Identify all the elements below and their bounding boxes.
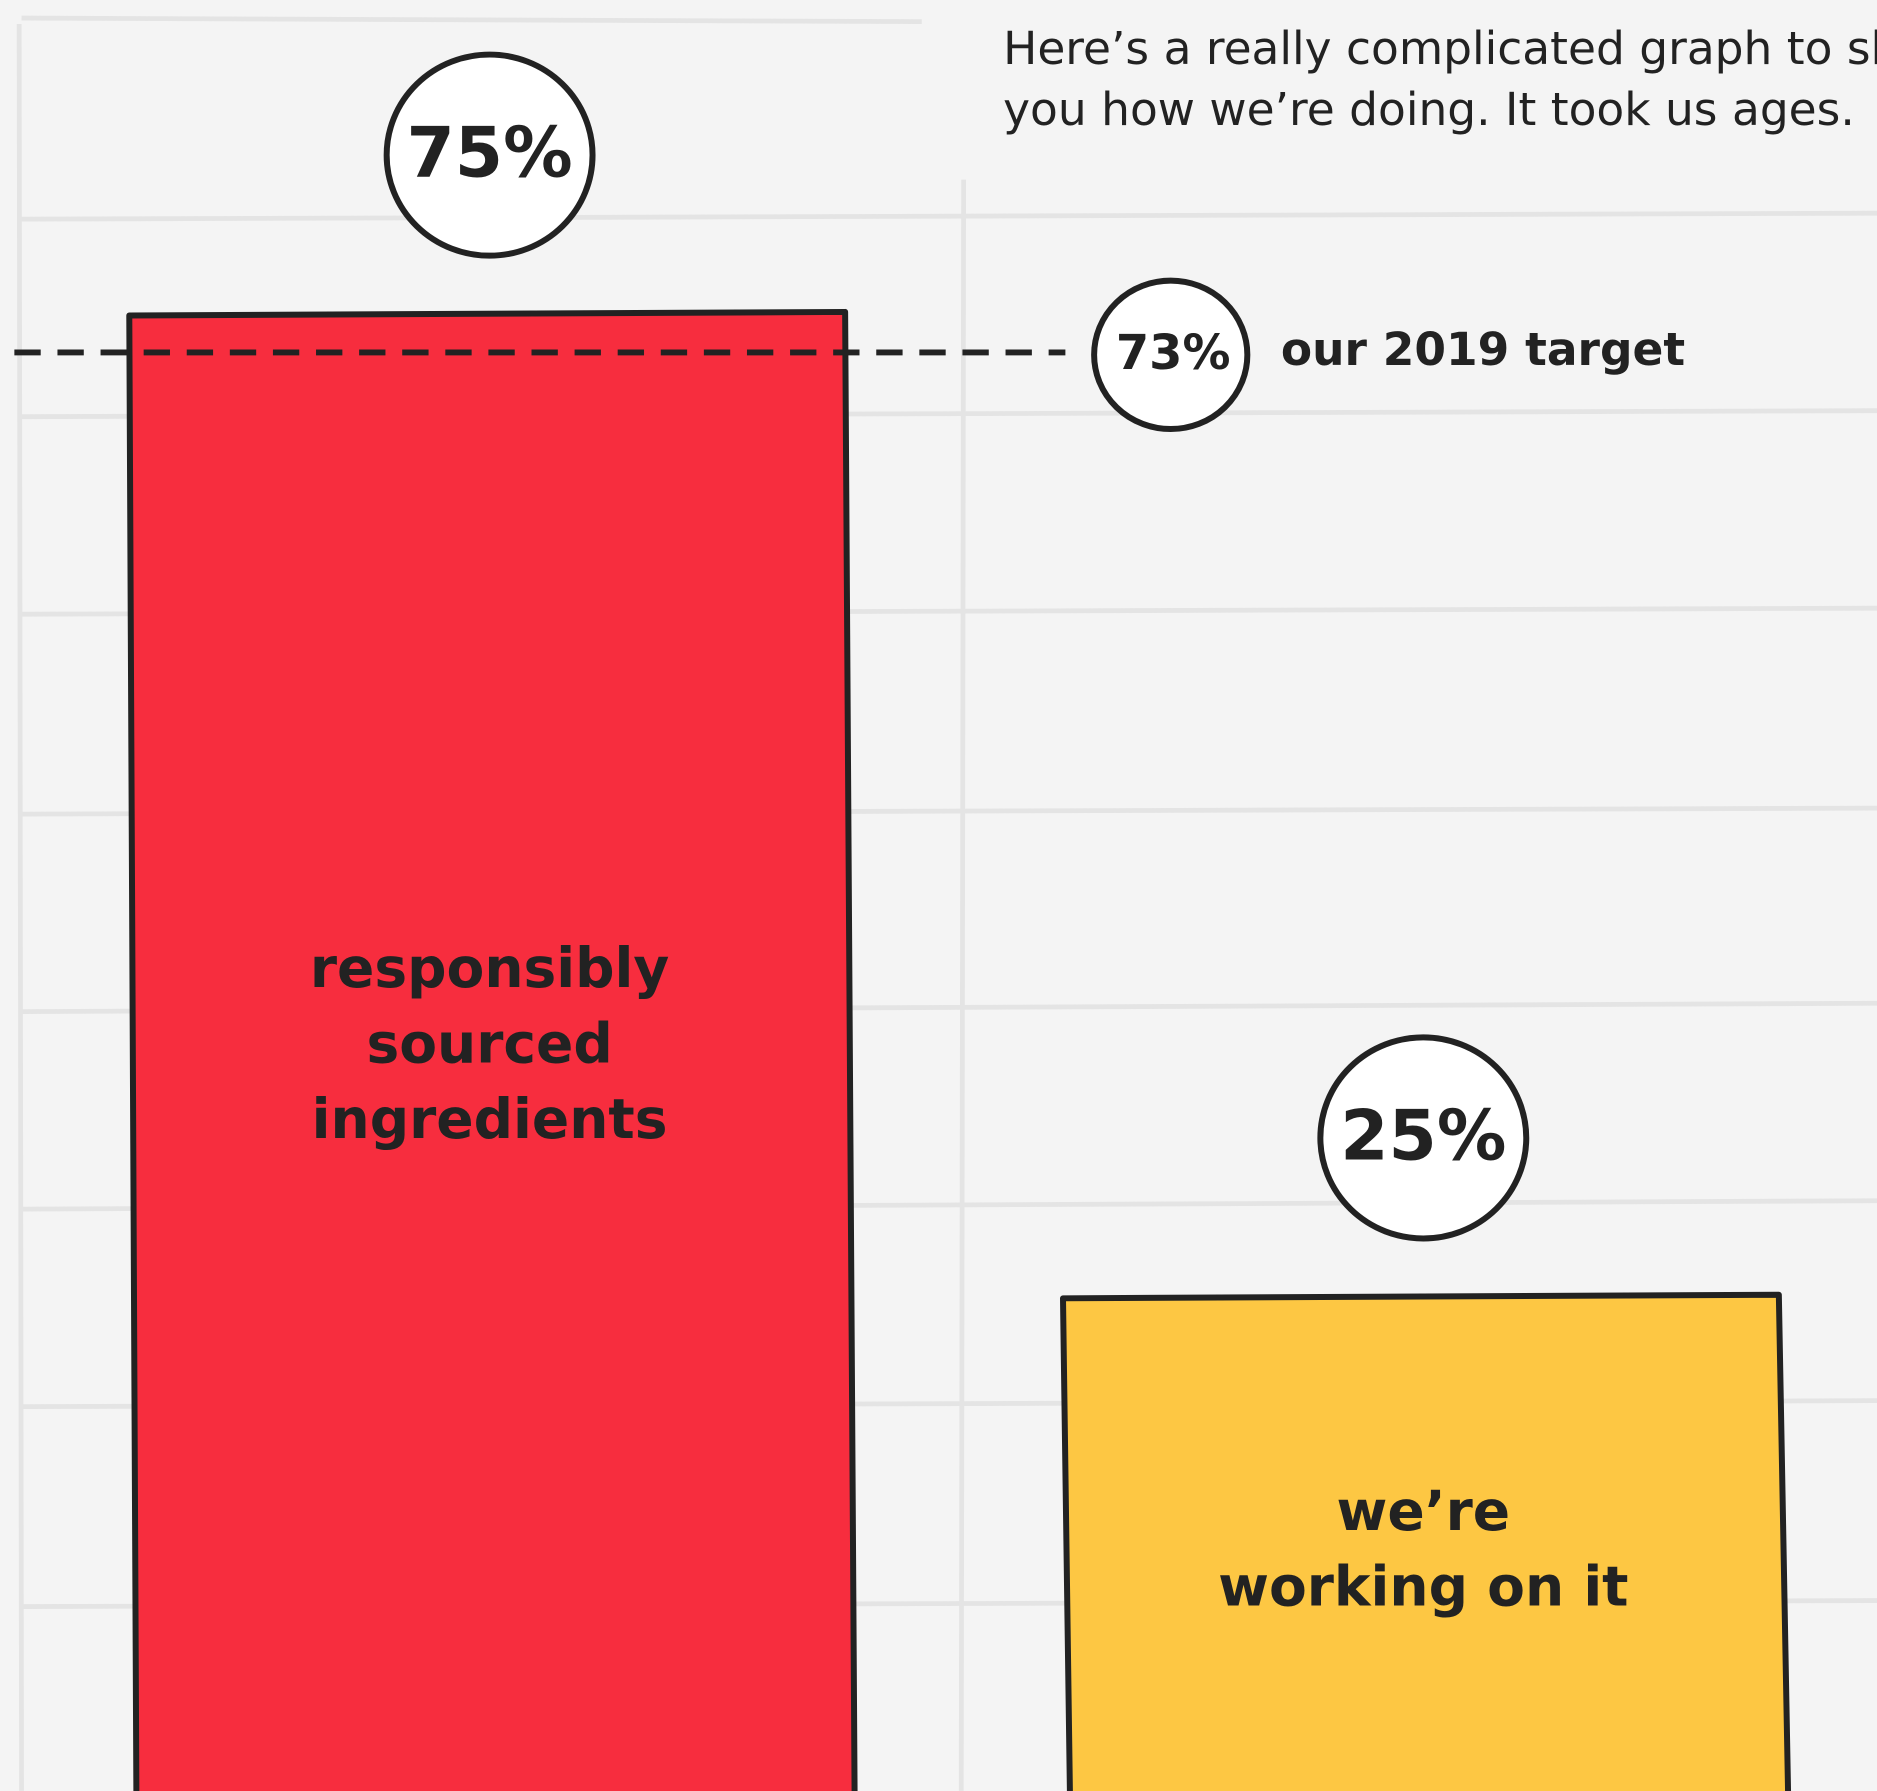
grid-line <box>16 24 24 1791</box>
value-label: 75% <box>407 114 573 194</box>
grid-line <box>21 15 922 25</box>
bar <box>126 308 858 1791</box>
category-label: ingredients <box>312 1087 668 1151</box>
category-label: sourced <box>366 1012 612 1076</box>
value-badge <box>1317 1034 1530 1242</box>
category-label: working on it <box>1218 1555 1628 1619</box>
grid-line <box>21 210 1877 222</box>
grid-line <box>958 179 967 1791</box>
subtitle: you how we’re doing. It took us ages. <box>1003 83 1855 136</box>
value-badge <box>383 51 596 259</box>
target-annotation: our 2019 target <box>1281 323 1685 376</box>
target-badge <box>1091 277 1251 433</box>
category-label: we’re <box>1337 1479 1511 1543</box>
subtitle: Here’s a really complicated graph to sho… <box>1003 22 1877 75</box>
category-label: responsibly <box>310 936 669 1000</box>
value-label: 25% <box>1340 1096 1506 1176</box>
target-label: 73% <box>1116 326 1231 381</box>
bar <box>1060 1291 1792 1791</box>
